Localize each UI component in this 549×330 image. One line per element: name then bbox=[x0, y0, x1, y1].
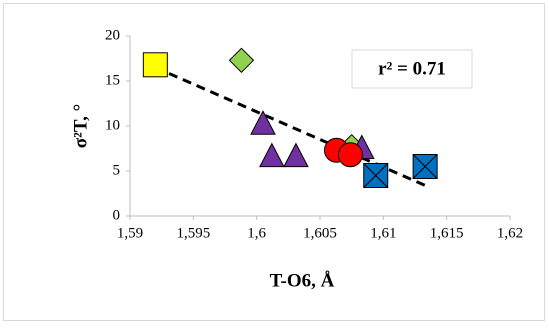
marker bbox=[283, 142, 309, 168]
x-tick-label: 1,62 bbox=[497, 225, 523, 241]
marker bbox=[228, 47, 255, 74]
x-axis-title: T-O6, Å bbox=[270, 270, 335, 291]
marker bbox=[337, 142, 363, 168]
x-tick-label: 1,61 bbox=[370, 225, 396, 241]
marker bbox=[363, 163, 389, 188]
marker bbox=[259, 142, 285, 168]
marker bbox=[412, 154, 438, 179]
annotation-box bbox=[351, 49, 473, 89]
marker bbox=[250, 110, 276, 135]
annotation: r² = 0.71 bbox=[378, 58, 446, 79]
x-tick-label: 1,605 bbox=[303, 225, 337, 241]
y-tick-label: 15 bbox=[105, 72, 120, 88]
x-tick-label: 1,6 bbox=[247, 225, 266, 241]
x-tick-label: 1,595 bbox=[176, 225, 210, 241]
y-tick-label: 0 bbox=[113, 207, 121, 223]
y-tick-label: 10 bbox=[105, 117, 120, 133]
x-tick-label: 1,615 bbox=[430, 225, 464, 241]
y-tick-label: 20 bbox=[105, 27, 120, 43]
y-axis-title: σ²T, ° bbox=[70, 104, 91, 148]
x-tick-label: 1,59 bbox=[117, 225, 143, 241]
marker bbox=[142, 52, 168, 78]
y-tick-label: 5 bbox=[113, 162, 121, 178]
